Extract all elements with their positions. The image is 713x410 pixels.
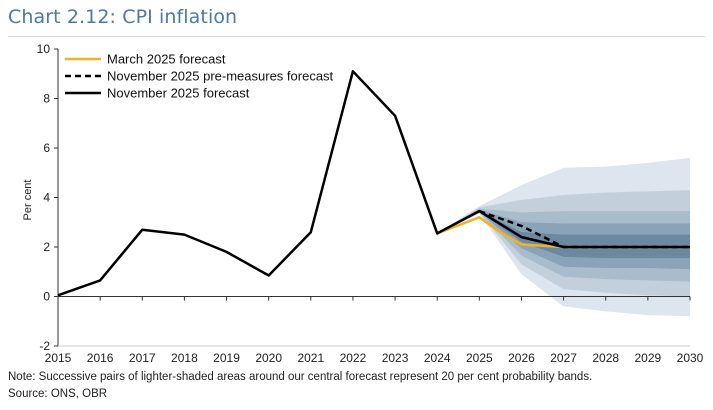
legend-label-2: November 2025 pre-measures forecast [107,69,334,84]
x-tick-label: 2022 [340,351,367,365]
x-tick-label: 2026 [508,351,535,365]
x-tick-label: 2025 [466,351,493,365]
x-tick-label: 2028 [592,351,619,365]
series-line-3 [57,70,690,297]
axes: -2 0 2 4 6 8 10 2015 2016 2017 2018 2019 2020 2021 202… [37,42,704,365]
y-tick-label: 2 [43,240,50,254]
legend: March 2025 forecast November 2025 pre-mea… [65,52,334,101]
y-tick-label: 0 [43,290,50,304]
y-tick-label: 4 [43,191,50,205]
series-lines [57,70,690,297]
x-tick-label: 2017 [129,351,156,365]
chart-source: Source: ONS, OBR [8,388,108,400]
y-tick-label: 6 [43,141,50,155]
y-tick-label: -2 [39,339,50,353]
x-tick-label: 2027 [550,351,577,365]
page-title: Chart 2.12: CPI inflation [8,6,238,28]
legend-label-1: March 2025 forecast [107,52,226,67]
x-tick-label: 2029 [635,351,662,365]
x-tick-label: 2016 [87,351,114,365]
x-tick-label: 2030 [677,351,704,365]
legend-label-3: November 2025 forecast [107,86,250,101]
x-tick-label: 2020 [255,351,282,365]
cpi-chart: -2 0 2 4 6 8 10 2015 2016 2017 2018 2019 2020 2021 202… [22,42,704,365]
fan-bands [437,157,690,317]
x-tick-label: 2018 [171,351,198,365]
x-tick-label: 2021 [297,351,324,365]
x-tick-label: 2024 [424,351,451,365]
x-tick-label: 2015 [45,351,72,365]
title-divider [8,36,705,37]
y-axis-label: Per cent [22,180,34,221]
chart-note: Note: Successive pairs of lighter-shaded… [8,371,593,383]
y-tick-label: 10 [37,42,51,56]
x-tick-label: 2023 [382,351,409,365]
y-tick-label: 8 [43,92,50,106]
x-tick-label: 2019 [213,351,240,365]
